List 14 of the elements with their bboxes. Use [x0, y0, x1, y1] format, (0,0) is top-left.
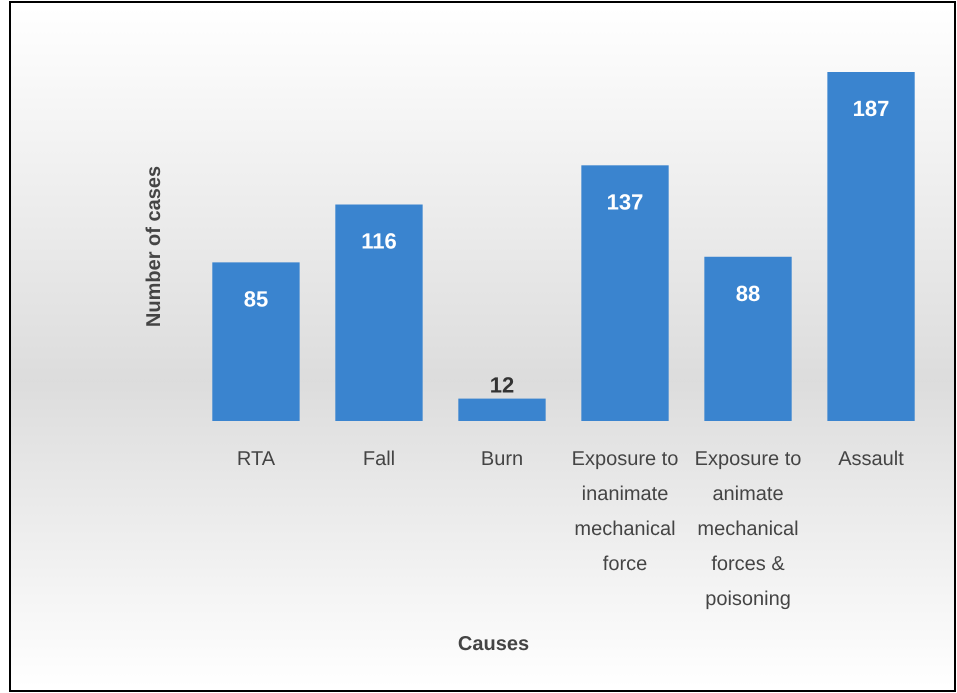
data-label: 88	[736, 280, 760, 306]
x-tick-label: RTA	[236, 448, 276, 470]
data-label: 137	[606, 189, 644, 214]
data-label: 85	[244, 286, 268, 312]
data-label: 116	[361, 228, 397, 254]
y-axis-title: Number of cases	[143, 166, 165, 328]
x-tick-label: Exposure to animate mechanical forces & poisoning	[694, 448, 802, 610]
x-tick-label: Fall	[362, 448, 396, 470]
x-tick-label: Assault	[838, 448, 904, 470]
x-tick-label: Burn	[480, 448, 524, 470]
data-label: 12	[490, 372, 514, 398]
x-tick-label: Exposure to inanimate mechanical force	[572, 448, 678, 575]
x-axis-title: Causes	[458, 633, 530, 655]
data-label: 187	[852, 96, 890, 121]
